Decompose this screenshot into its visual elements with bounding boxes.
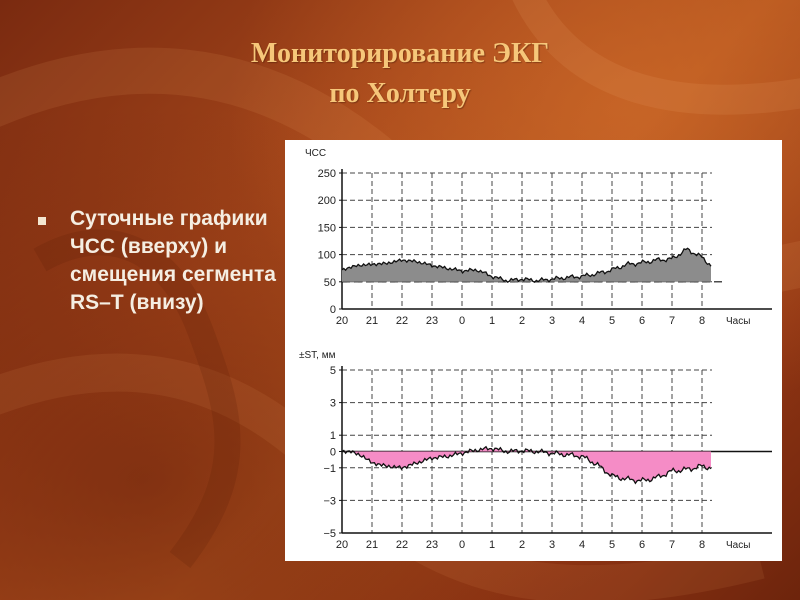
st-y-tick-label: 3 [330,398,336,410]
st-y-tick-label: 1 [330,430,336,442]
hr-x-tick-label: 22 [396,315,408,327]
hr-x-tick-label: 5 [609,315,615,327]
st-x-tick-label: 8 [699,539,705,551]
st-x-tick-label: 1 [489,539,495,551]
st-series-line [341,445,712,485]
st-x-tick-label: 20 [336,539,348,551]
hr-y-tick-label: 50 [324,277,336,289]
hr-y-axis-label: ЧСС [305,148,326,159]
bullet-square-icon [38,217,46,225]
st-x-tick-label: 23 [426,539,438,551]
hr-x-tick-label: 3 [549,315,555,327]
hr-series-line [341,247,712,284]
st-x-tick-label: 0 [459,539,465,551]
st-y-tick-label: −5 [323,528,336,540]
hr-area-fill [342,248,711,283]
slide-title-line-2: по Холтеру [329,78,471,109]
st-x-tick-label: 22 [396,539,408,551]
hr-x-tick-label: 6 [639,315,645,327]
st-y-tick-label: 5 [330,365,336,377]
bullet-text: Суточные графики ЧСС (вверху) и смещения… [70,207,276,314]
st-x-axis-label: Часы [726,540,750,551]
hr-x-axis-label: Часы [726,316,750,327]
st-y-tick-label: −3 [323,495,336,507]
bullet-list: Суточные графики ЧСС (вверху) и смещения… [38,205,288,317]
st-area-fill [342,446,711,484]
st-x-tick-label: 5 [609,539,615,551]
st-x-tick-label: 6 [639,539,645,551]
hr-x-tick-label: 20 [336,315,348,327]
hr-x-tick-label: 0 [459,315,465,327]
hr-grid [342,172,712,309]
hr-x-tick-label: 8 [699,315,705,327]
hr-x-tick-label: 1 [489,315,495,327]
ecg-charts-panel: 0 50 100 150 200 250 20 21 22 23 0 1 2 3 4 5 6 7 8 ЧСС Часы … [285,140,782,561]
st-x-tick-label: 4 [579,539,585,551]
hr-y-tick-label: 150 [318,222,336,234]
slide-title: Мониторирование ЭКГ по Холтеру [100,34,700,114]
st-x-tick-label: 7 [669,539,675,551]
st-y-tick-label: −1 [323,463,336,475]
hr-y-tick-label: 0 [330,304,336,316]
st-y-axis-label: ±ST, мм [299,350,336,361]
hr-y-tick-label: 100 [318,250,336,262]
hr-x-tick-label: 23 [426,315,438,327]
hr-y-tick-label: 200 [318,195,336,207]
hr-x-tick-label: 21 [366,315,378,327]
hr-x-tick-label: 2 [519,315,525,327]
hr-y-tick-label: 250 [318,168,336,180]
hr-x-tick-label: 4 [579,315,585,327]
slide-title-line-1: Мониторирование ЭКГ [250,38,550,69]
st-y-tick-label: 0 [330,447,336,459]
st-x-tick-label: 2 [519,539,525,551]
st-x-tick-label: 21 [366,539,378,551]
hr-x-tick-label: 7 [669,315,675,327]
st-x-tick-label: 3 [549,539,555,551]
